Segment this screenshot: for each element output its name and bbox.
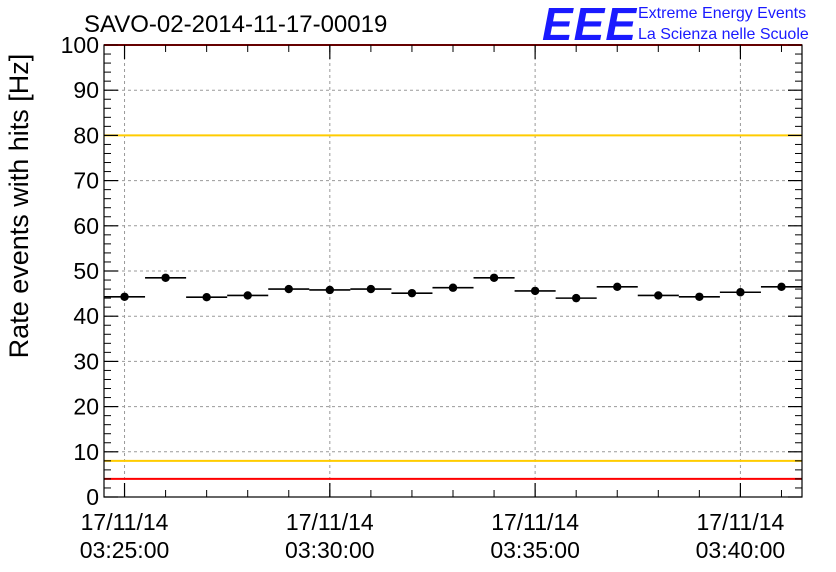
data-points: [104, 273, 802, 303]
data-point: [202, 293, 211, 302]
logo-mark: EEE: [542, 0, 637, 50]
x-tick-label-date: 17/11/14: [696, 509, 784, 535]
data-point: [571, 293, 581, 303]
data-point: [695, 292, 704, 301]
data-point: [366, 284, 376, 294]
x-tick-label-date: 17/11/14: [491, 509, 579, 535]
x-tick-label-time: 03:25:00: [80, 537, 170, 563]
data-point: [489, 273, 499, 282]
y-tick-label: 20: [73, 394, 99, 420]
x-tick-label-time: 03:35:00: [490, 537, 580, 563]
reference-lines: [104, 44, 802, 480]
data-point: [613, 282, 622, 292]
data-point: [407, 288, 417, 298]
eee-logo: EEE Extreme Energy Events La Scienza nel…: [542, 0, 809, 50]
y-tick-labels: 0 10 20 30 40 50 60 70 80 90 100: [61, 32, 99, 510]
axis-ticks: [104, 44, 802, 498]
y-tick-label: 100: [61, 32, 99, 58]
data-point: [284, 284, 293, 294]
x-tick-label-time: 03:30:00: [285, 537, 375, 563]
x-tick-labels: 17/11/1403:25:0017/11/1403:30:0017/11/14…: [80, 509, 785, 563]
y-tick-label: 90: [73, 77, 99, 103]
data-point: [161, 273, 170, 282]
y-tick-label: 60: [73, 213, 99, 239]
data-point: [736, 288, 745, 297]
y-tick-label: 80: [73, 122, 99, 148]
x-tick-label-date: 17/11/14: [286, 509, 374, 535]
data-point: [448, 283, 458, 292]
data-point: [325, 285, 335, 295]
y-tick-label: 50: [73, 258, 99, 284]
data-point: [530, 286, 540, 296]
y-tick-label: 30: [73, 348, 99, 374]
y-tick-label: 40: [73, 303, 99, 329]
logo-line-1: Extreme Energy Events: [638, 5, 806, 22]
logo-line-2: La Scienza nelle Scuole: [638, 26, 809, 43]
x-tick-label-date: 17/11/14: [81, 509, 169, 535]
y-axis-label: Rate events with hits [Hz]: [4, 54, 34, 359]
data-point: [243, 291, 252, 300]
data-point: [120, 292, 129, 301]
y-tick-label: 0: [86, 484, 99, 510]
x-tick-label-time: 03:40:00: [696, 537, 786, 563]
y-tick-label: 70: [73, 168, 99, 194]
data-point: [777, 282, 786, 292]
grid-lines: [104, 45, 802, 497]
chart-title: SAVO-02-2014-11-17-00019: [84, 11, 387, 38]
data-point: [654, 291, 663, 300]
y-tick-label: 10: [73, 439, 99, 465]
